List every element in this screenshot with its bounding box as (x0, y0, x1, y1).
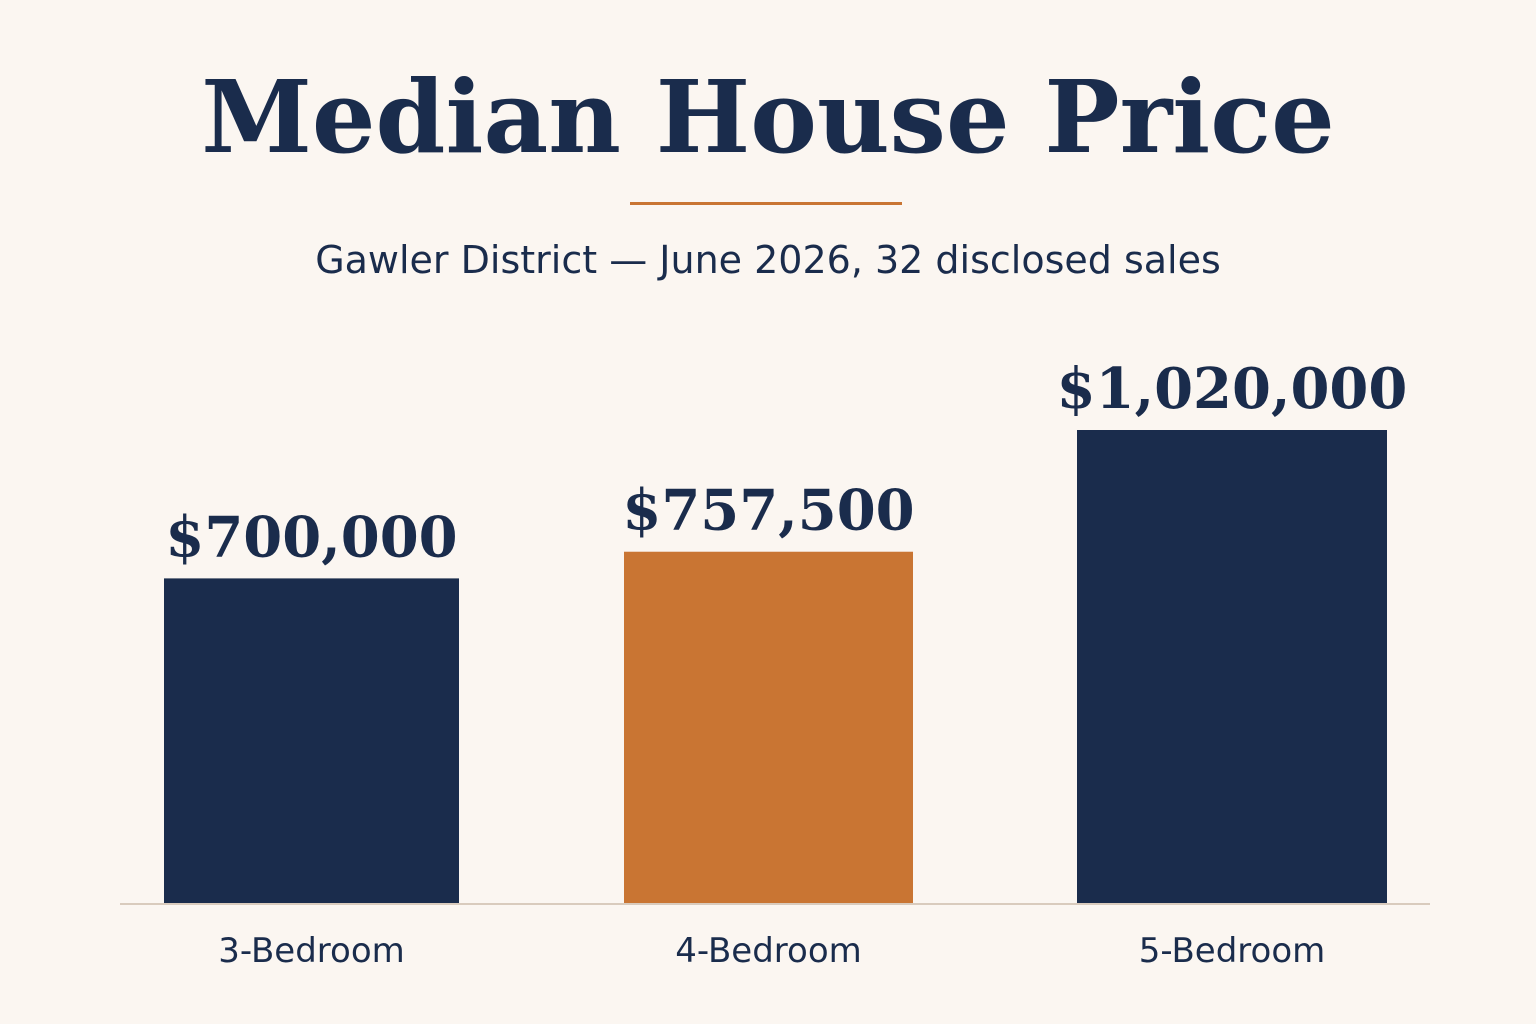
value-label-3-bedroom: $700,000 (165, 504, 457, 570)
value-labels-group: $700,000 $757,500 $1,020,000 (165, 356, 1407, 570)
bar-5-bedroom (1077, 430, 1387, 903)
category-label-5-bedroom: 5-Bedroom (1139, 931, 1325, 971)
value-label-5-bedroom: $1,020,000 (1057, 356, 1408, 422)
title-underline (630, 202, 902, 205)
chart-title: Median House Price (201, 58, 1335, 176)
category-label-4-bedroom: 4-Bedroom (675, 931, 861, 971)
bar-4-bedroom (624, 551, 913, 903)
bars-group (164, 430, 1387, 903)
category-label-3-bedroom: 3-Bedroom (218, 931, 404, 971)
chart-subtitle: Gawler District — June 2026, 32 disclose… (315, 238, 1221, 282)
bar-3-bedroom (164, 578, 459, 903)
category-labels-group: 3-Bedroom 4-Bedroom 5-Bedroom (218, 931, 1325, 971)
value-label-4-bedroom: $757,500 (622, 478, 914, 544)
